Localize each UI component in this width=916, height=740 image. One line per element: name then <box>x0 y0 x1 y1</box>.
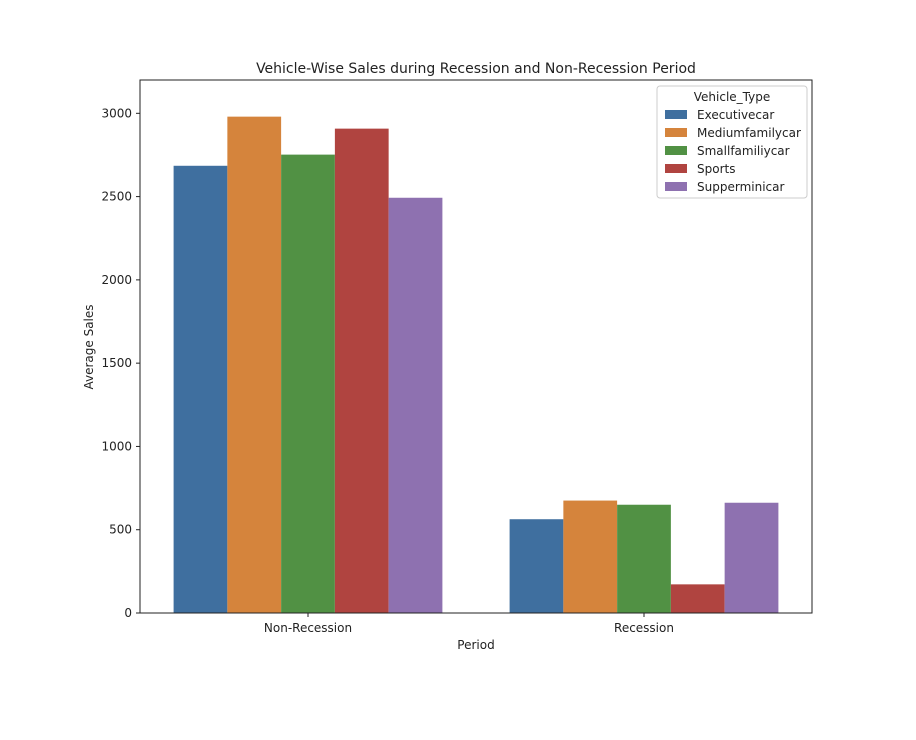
bar-executivecar-non-recession <box>173 165 228 613</box>
bar-supperminicar-non-recession <box>388 197 443 613</box>
chart-title: Vehicle-Wise Sales during Recession and … <box>256 61 696 77</box>
bar-mediumfamilycar-non-recession <box>227 116 282 614</box>
x-tick-label: Recession <box>614 621 674 635</box>
legend-label-mediumfamilycar: Mediumfamilycar <box>697 126 801 140</box>
y-tick-label: 3000 <box>101 106 132 120</box>
legend-label-sports: Sports <box>697 162 735 176</box>
bar-smallfamiliycar-recession <box>617 504 671 613</box>
legend-swatch-executivecar <box>665 110 687 119</box>
bar-sports-non-recession <box>334 128 389 614</box>
bars-group <box>173 116 779 614</box>
plot-area-frame <box>139 79 813 614</box>
legend-swatch-smallfamiliycar <box>665 146 687 155</box>
y-tick-label: 500 <box>109 523 132 537</box>
legend-title: Vehicle_Type <box>694 90 770 104</box>
x-axis-label: Period <box>457 638 494 652</box>
y-axis-label: Average Sales <box>82 304 96 389</box>
legend-label-supperminicar: Supperminicar <box>697 180 784 194</box>
y-tick-label: 1500 <box>101 356 132 370</box>
y-axis: 0 500 1000 1500 2000 2500 3000 <box>101 106 140 620</box>
y-tick-label: 2000 <box>101 273 132 287</box>
bar-executivecar-recession <box>509 519 564 613</box>
legend-label-smallfamiliycar: Smallfamiliycar <box>697 144 790 158</box>
legend-label-executivecar: Executivecar <box>697 108 774 122</box>
legend-items: Executivecar Mediumfamilycar Smallfamiliyc… <box>665 108 801 194</box>
legend-swatch-supperminicar <box>665 182 687 191</box>
y-tick-label: 1000 <box>101 439 132 453</box>
legend-frame <box>656 85 808 199</box>
x-tick-label: Non-Recession <box>264 621 352 635</box>
legend-swatch-sports <box>665 164 687 173</box>
bar-supperminicar-recession <box>724 502 779 613</box>
bar-smallfamiliycar-non-recession <box>281 154 335 613</box>
legend-swatch-mediumfamilycar <box>665 128 687 137</box>
bar-sports-recession <box>670 584 725 613</box>
y-tick-label: 2500 <box>101 190 132 204</box>
legend: Vehicle_Type Executivecar Mediumfamilycar… <box>656 85 808 199</box>
bar-mediumfamilycar-recession <box>563 500 618 613</box>
x-axis: Non-Recession Recession <box>264 613 674 635</box>
y-tick-label: 0 <box>124 606 132 620</box>
